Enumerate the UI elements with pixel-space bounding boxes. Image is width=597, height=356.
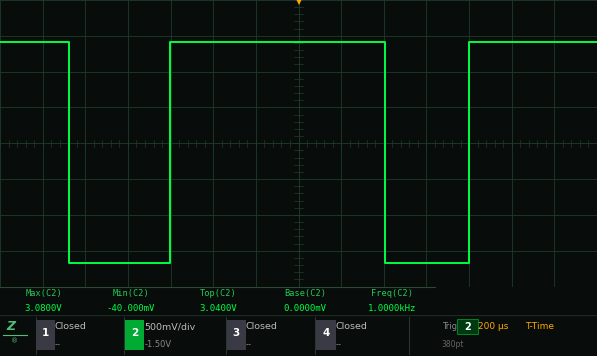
- Text: Max(C2): Max(C2): [25, 289, 62, 298]
- Text: --: --: [246, 340, 252, 349]
- Text: 4: 4: [322, 329, 330, 339]
- Text: Freq(C2): Freq(C2): [371, 289, 413, 298]
- Text: 2: 2: [131, 329, 139, 339]
- Text: Closed: Closed: [246, 322, 278, 331]
- Text: 1: 1: [42, 329, 49, 339]
- Text: Base(C2): Base(C2): [284, 289, 326, 298]
- Text: T-Time: T-Time: [525, 322, 555, 331]
- Text: 1.0000kHz: 1.0000kHz: [368, 304, 417, 313]
- Text: Trig: Trig: [442, 322, 457, 331]
- Text: 0.0000mV: 0.0000mV: [284, 304, 327, 313]
- Text: -1.50V: -1.50V: [144, 340, 171, 349]
- FancyBboxPatch shape: [125, 320, 144, 350]
- FancyBboxPatch shape: [36, 320, 55, 350]
- Text: 3: 3: [233, 329, 240, 339]
- Text: Min(C2): Min(C2): [112, 289, 149, 298]
- Text: --: --: [55, 340, 61, 349]
- Text: Z: Z: [6, 320, 16, 333]
- Text: 380pt: 380pt: [442, 340, 464, 349]
- FancyBboxPatch shape: [227, 320, 246, 350]
- Text: 2: 2: [464, 321, 470, 331]
- Text: Closed: Closed: [336, 322, 367, 331]
- Text: 500mV/div: 500mV/div: [144, 322, 196, 331]
- Text: -40.000mV: -40.000mV: [106, 304, 155, 313]
- Text: ®: ®: [11, 339, 19, 345]
- FancyBboxPatch shape: [316, 320, 336, 350]
- Text: 3.0800V: 3.0800V: [24, 304, 63, 313]
- Text: Top(C2): Top(C2): [199, 289, 236, 298]
- Text: 200 µs: 200 µs: [478, 322, 508, 331]
- Text: 3.0400V: 3.0400V: [199, 304, 237, 313]
- FancyBboxPatch shape: [457, 319, 478, 334]
- Text: Closed: Closed: [55, 322, 87, 331]
- Text: --: --: [336, 340, 341, 349]
